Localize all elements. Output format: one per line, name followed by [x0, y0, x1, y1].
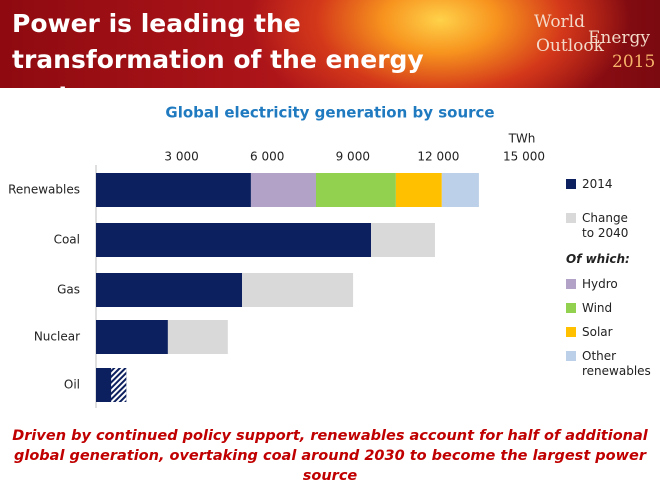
logo-word: World — [534, 12, 585, 32]
x-tick-label: 3 000 — [164, 150, 198, 164]
x-tick-label: 12 000 — [417, 150, 459, 164]
legend-swatch — [566, 327, 576, 337]
x-tick-label: 9 000 — [336, 150, 370, 164]
legend-label: Change to 2040 — [582, 211, 629, 240]
legend-label: Other renewables — [582, 349, 651, 378]
bar-segment — [395, 173, 442, 207]
legend-item: Wind — [566, 301, 656, 316]
legend-swatch — [566, 303, 576, 313]
bar-segment — [242, 273, 354, 307]
footer-text: Driven by continued policy support, rene… — [12, 428, 648, 484]
x-unit: TWh — [508, 132, 536, 146]
bar-segment — [441, 173, 479, 207]
bar-segment — [167, 320, 228, 354]
bar-segment — [111, 368, 127, 402]
x-tick-label: 6 000 — [250, 150, 284, 164]
bar-segment — [96, 273, 243, 307]
category-label: Renewables — [8, 183, 80, 197]
legend-item: Solar — [566, 325, 656, 340]
logo: World Energy Outlook 2015 — [528, 12, 658, 82]
slide-title: Power is leading the transformation of t… — [12, 9, 424, 110]
category-label: Oil — [64, 378, 80, 392]
legend-swatch — [566, 351, 576, 361]
legend-label: Hydro — [582, 277, 618, 291]
bar-segment — [250, 173, 316, 207]
legend-label: 2014 — [582, 177, 613, 191]
legend-heading: Of which: — [566, 252, 630, 266]
chart: Global electricity generation by source … — [8, 104, 545, 408]
category-label: Coal — [54, 233, 80, 247]
legend-item: Other renewables — [566, 349, 656, 379]
bar-segment — [371, 223, 435, 257]
legend-item: Change to 2040 — [566, 211, 656, 241]
legend-swatch — [566, 279, 576, 289]
bar-segment — [96, 223, 372, 257]
x-tick-label: 15 000 — [503, 150, 545, 164]
bar-segment — [315, 173, 396, 207]
header-banner: Power is leading the transformation of t… — [0, 0, 660, 110]
legend-item: 2014 — [566, 177, 656, 192]
category-label: Nuclear — [34, 330, 80, 344]
legend-label: Wind — [582, 301, 613, 315]
bar-segment — [96, 320, 168, 354]
category-label: Gas — [57, 283, 80, 297]
logo-word: Energy — [588, 28, 651, 48]
legend-item: Hydro — [566, 277, 656, 292]
logo-word: 2015 — [612, 52, 656, 72]
legend-swatch — [566, 213, 576, 223]
legend-swatch — [566, 179, 576, 189]
chart-title: Global electricity generation by source — [165, 104, 494, 122]
bar-segment — [96, 173, 251, 207]
legend-label: Solar — [582, 325, 613, 339]
logo-word: Outlook — [536, 36, 604, 56]
